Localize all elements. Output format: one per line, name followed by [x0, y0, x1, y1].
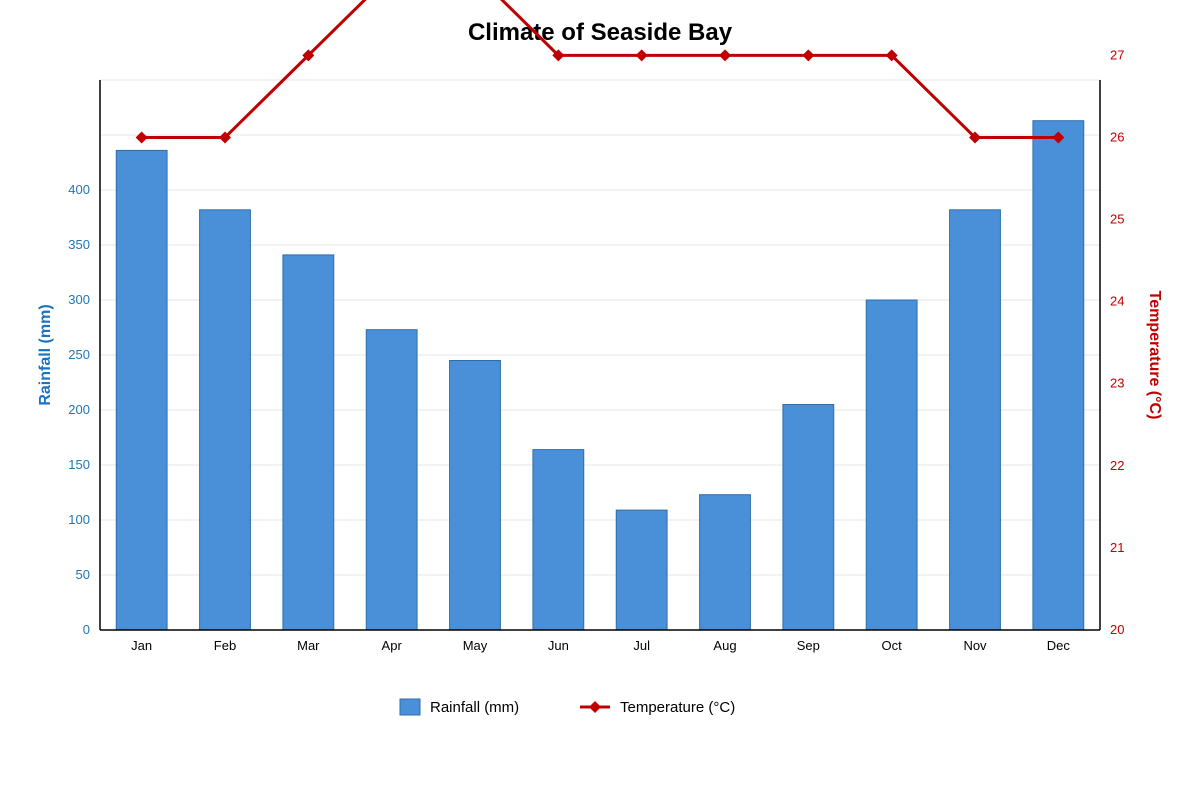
gridlines [100, 79, 1100, 576]
rainfall-bar-feb [199, 209, 251, 631]
left-tick-label: 200 [68, 402, 90, 417]
temperature-point-oct [885, 49, 898, 62]
temperature-point-jun [552, 49, 565, 62]
right-tick-label: 22 [1110, 458, 1124, 473]
legend-rainfall-swatch [399, 698, 421, 716]
x-axis-ticks: Jan Feb Mar Apr May Jun Jul Aug Sep Oct Nov Dec [131, 638, 1070, 653]
x-tick-label: Jul [633, 638, 650, 653]
rainfall-bar-may [449, 360, 501, 631]
rainfall-bar-oct [865, 299, 918, 631]
x-tick-label: Apr [382, 638, 403, 653]
rainfall-bar-jul [615, 509, 668, 631]
right-tick-label: 23 [1110, 376, 1124, 391]
legend-temperature-label: Temperature (°C) [620, 699, 735, 716]
right-axis-label: Temperature (°C) [1146, 291, 1163, 420]
rainfall-bar-jan [115, 149, 168, 631]
chart-title: Climate of Seaside Bay [468, 19, 733, 46]
legend: Rainfall (mm) Temperature (°C) [399, 698, 735, 716]
temperature-point-sep [802, 49, 815, 62]
left-tick-label: 50 [76, 567, 90, 582]
left-tick-label: 100 [68, 512, 90, 527]
right-tick-label: 26 [1110, 129, 1124, 144]
left-tick-label: 400 [68, 182, 90, 197]
left-tick-label: 350 [68, 237, 90, 252]
x-tick-label: Jun [548, 638, 569, 653]
x-tick-label: Sep [797, 638, 820, 653]
left-tick-label: 250 [68, 347, 90, 362]
rainfall-bar-apr [365, 329, 418, 631]
temperature-point-nov [969, 131, 981, 144]
left-axis-ticks: 0 50 100 150 200 250 300 350 400 [68, 182, 90, 637]
rainfall-bar-jun [532, 449, 585, 631]
legend-rainfall-label: Rainfall (mm) [430, 699, 519, 716]
right-tick-label: 27 [1110, 47, 1124, 62]
rainfall-bar-sep [782, 404, 835, 631]
temperature-point-jan [135, 131, 148, 144]
x-tick-label: Oct [882, 638, 903, 653]
axes [99, 80, 1101, 631]
temperature-point-feb [219, 131, 231, 144]
temperature-point-jul [635, 49, 648, 62]
left-tick-label: 150 [68, 457, 90, 472]
rainfall-bars [115, 120, 1085, 631]
right-tick-label: 25 [1110, 212, 1124, 227]
right-tick-label: 21 [1110, 540, 1124, 555]
x-tick-label: Nov [963, 638, 987, 653]
rainfall-bar-dec [1032, 120, 1085, 631]
temperature-point-dec [1052, 131, 1065, 144]
x-tick-label: Jan [131, 638, 152, 653]
rainfall-bar-aug [699, 494, 751, 631]
temperature-line [141, 0, 1059, 139]
legend-temperature-marker [589, 701, 601, 713]
rainfall-bar-nov [949, 209, 1001, 631]
left-tick-label: 300 [68, 292, 90, 307]
x-tick-label: May [463, 638, 488, 653]
left-axis-label: Rainfall (mm) [37, 304, 54, 405]
temperature-point-mar [302, 49, 315, 62]
temperature-point-aug [719, 49, 731, 62]
rainfall-bar-mar [282, 254, 335, 631]
left-tick-label: 0 [83, 622, 90, 637]
right-tick-label: 24 [1110, 294, 1124, 309]
temperature-line-layer [135, 0, 1065, 144]
right-axis-ticks: 20 21 22 23 24 25 26 27 [1110, 47, 1124, 637]
x-tick-label: Dec [1047, 638, 1071, 653]
x-tick-label: Aug [713, 638, 736, 653]
x-tick-label: Feb [214, 638, 236, 653]
right-tick-label: 20 [1110, 622, 1124, 637]
x-tick-label: Mar [297, 638, 320, 653]
